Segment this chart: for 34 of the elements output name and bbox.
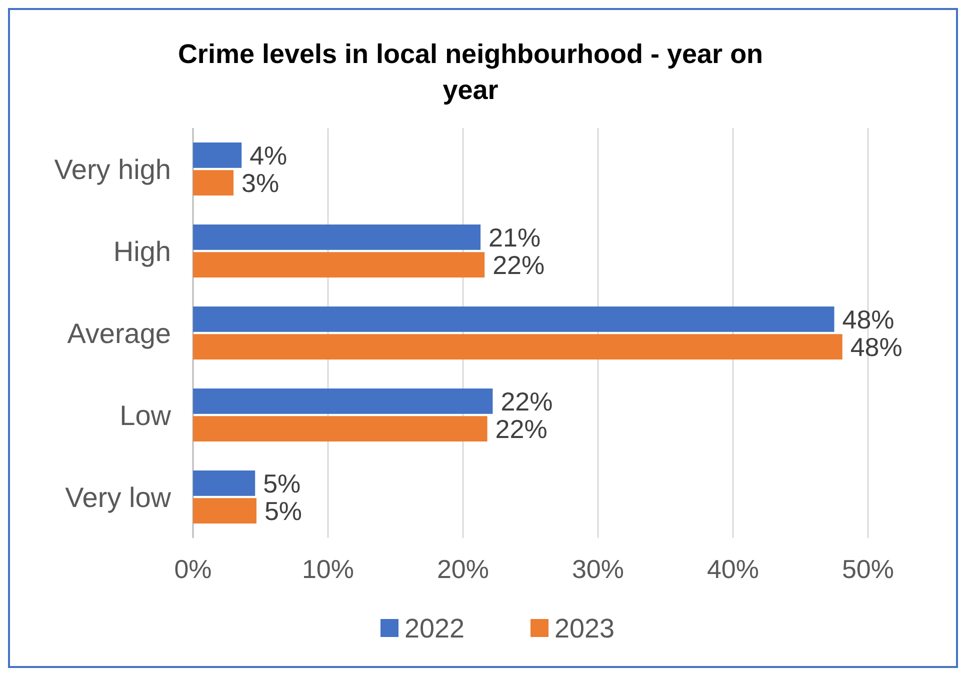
data-label: 48% (842, 304, 894, 334)
data-label: 3% (242, 168, 280, 198)
bar (193, 388, 493, 414)
bar (193, 224, 481, 250)
x-tick-label: 30% (572, 554, 624, 584)
data-label: 48% (850, 332, 902, 362)
bar (193, 416, 488, 442)
bar (193, 170, 234, 196)
bar (193, 306, 834, 332)
y-tick-label: Very high (54, 154, 171, 185)
bar (193, 252, 485, 278)
y-tick-label: Average (67, 318, 171, 349)
bar (193, 498, 256, 524)
legend-label: 2022 (404, 613, 465, 644)
x-tick-label: 40% (706, 554, 760, 584)
legend-label: 2023 (554, 613, 615, 644)
x-tick-label: 50% (842, 554, 894, 584)
data-label: 22% (495, 414, 548, 444)
data-label: 22% (492, 250, 545, 280)
x-tick-label: 10% (302, 554, 354, 584)
bar (193, 334, 842, 360)
bar (193, 142, 242, 168)
x-tick-label: 20% (436, 554, 490, 584)
y-tick-label: High (113, 236, 171, 267)
data-label: 5% (264, 496, 302, 526)
bar (193, 470, 256, 496)
x-tick-label: 0% (174, 554, 212, 584)
chart-title: Crime levels in local neighbourhood - year on year (178, 39, 764, 105)
data-label: 4% (250, 140, 288, 170)
data-label: 21% (488, 222, 541, 252)
data-label: 5% (263, 468, 301, 498)
data-label: 22% (500, 386, 553, 416)
y-tick-label: Very low (65, 482, 172, 513)
y-tick-label: Low (120, 400, 172, 431)
